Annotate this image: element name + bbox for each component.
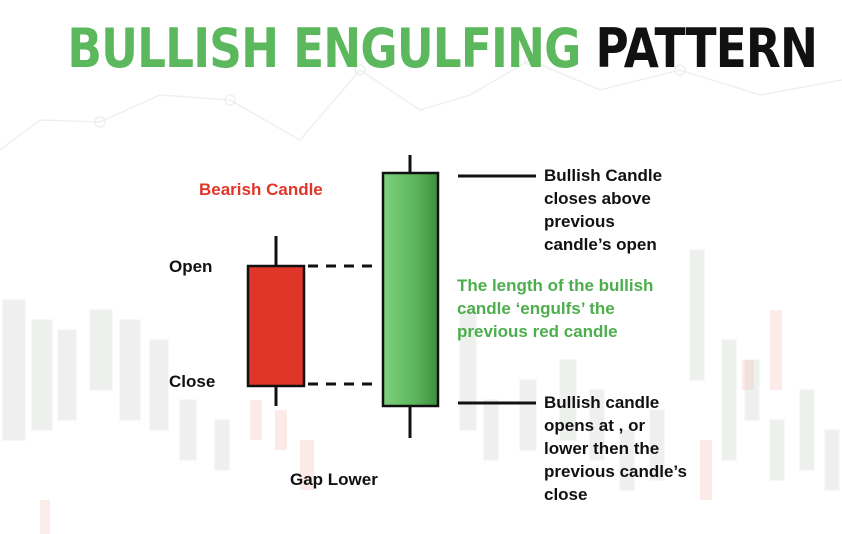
annotation-line: close: [544, 485, 588, 504]
bullish-closes-annotation: Bullish Candle closes above previous can…: [544, 164, 662, 256]
green-candlestick-icon: [381, 155, 440, 438]
bearish-candle-label: Bearish Candle: [199, 180, 323, 199]
annotation-line: closes above: [544, 189, 651, 208]
annotation-line: opens at , or: [544, 416, 646, 435]
annotation-line: The length of the bullish: [457, 276, 654, 295]
page-title: BULLISH ENGULFING PATTERN: [67, 22, 818, 76]
open-label: Open: [169, 257, 213, 276]
gap-lower-label: Gap Lower: [290, 470, 378, 489]
close-label: Close: [169, 372, 216, 391]
green-candle-body: [381, 171, 440, 408]
bullish-opens-annotation: Bullish candle opens at , or lower then …: [544, 391, 687, 506]
red-candlestick-icon: [246, 236, 306, 406]
annotation-line: Bullish candle: [544, 393, 660, 412]
annotation-line: candle ‘engulfs’ the: [457, 299, 615, 318]
annotation-line: previous: [544, 212, 615, 231]
annotation-line: lower then the: [544, 439, 660, 458]
annotation-line: Bullish Candle: [544, 166, 663, 185]
annotation-line: previous candle’s: [544, 462, 687, 481]
title-pattern: PATTERN: [595, 17, 818, 80]
red-candle-body: [246, 264, 306, 388]
title-bullish-engulfing: BULLISH ENGULFING: [67, 17, 581, 80]
engulfs-annotation: The length of the bullish candle ‘engulf…: [457, 274, 653, 343]
annotation-line: previous red candle: [457, 322, 618, 341]
annotation-line: candle’s open: [544, 235, 657, 254]
